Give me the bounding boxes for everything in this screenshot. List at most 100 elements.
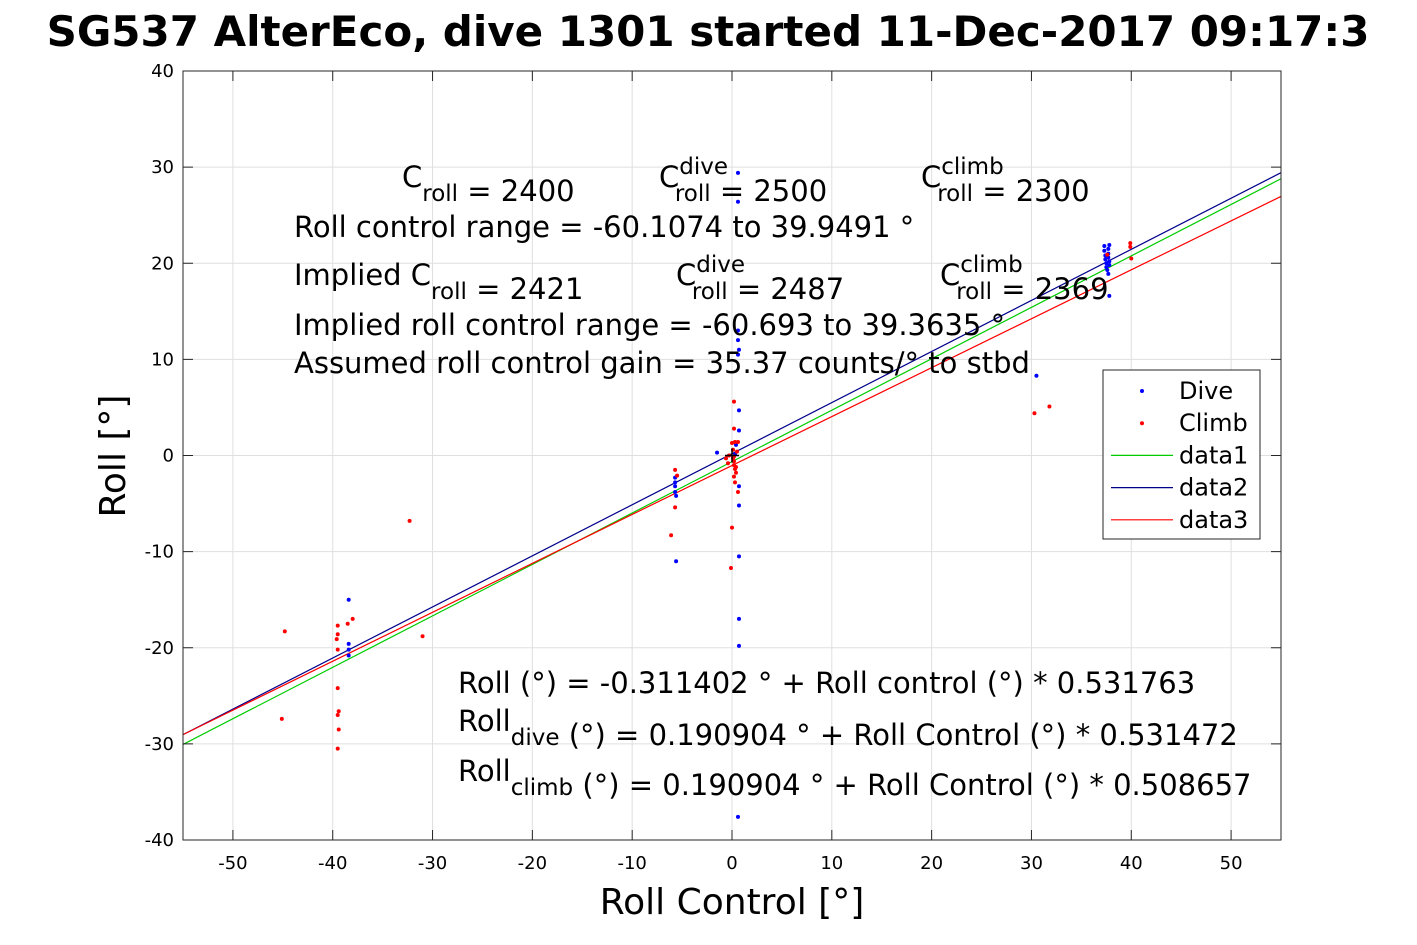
data-point-climb: [673, 505, 678, 510]
data-point-dive: [736, 428, 741, 433]
data-point-dive: [346, 653, 351, 658]
data-point-climb: [734, 449, 739, 454]
data-point-dive: [735, 352, 740, 357]
x-tick-label: 0: [726, 853, 737, 874]
annotation-text: Croll = 2400: [402, 160, 575, 208]
data-point-dive: [1106, 271, 1111, 276]
annotation-run: = 2369: [992, 272, 1109, 306]
data-point-dive: [1107, 259, 1112, 264]
data-point-climb: [730, 525, 734, 530]
legend-label: data3: [1179, 506, 1248, 534]
data-point-dive: [735, 328, 740, 333]
data-point-dive: [1107, 242, 1112, 247]
data-point-dive: [736, 503, 741, 508]
x-tick-label: 20: [920, 853, 943, 874]
annotation-run: (°) = 0.190904 ° + Roll Control (°) * 0.…: [559, 718, 1237, 752]
data-point-dive: [1105, 267, 1110, 272]
x-axis-label: Roll Control [°]: [600, 882, 865, 923]
data-point-climb: [732, 480, 737, 485]
x-tick-label: 40: [1120, 853, 1143, 874]
data-point-climb: [732, 440, 737, 445]
data-point-climb: [669, 533, 674, 538]
y-tick-label: 0: [163, 446, 174, 467]
y-tick-label: 20: [151, 253, 174, 274]
data-point-climb: [335, 647, 340, 652]
data-point-climb: [336, 709, 341, 714]
data-point-climb: [733, 465, 738, 470]
data-point-climb: [733, 470, 738, 475]
data-point-dive: [736, 554, 741, 559]
data-point-climb: [407, 518, 412, 523]
annotation-run: Implied roll control range = -60.693 to …: [294, 308, 1005, 342]
annotation-text: Cdive roll = 2487: [676, 252, 844, 306]
data-point-dive: [673, 490, 678, 495]
data-point-climb: [673, 467, 678, 472]
annotation-subscript: dive: [511, 725, 560, 751]
data-point-dive: [1102, 243, 1107, 248]
annotation-superscript: dive: [696, 252, 745, 278]
y-tick-label: 40: [151, 61, 174, 82]
annotation-text: Implied roll control range = -60.693 to …: [294, 308, 1005, 342]
x-tick-label: 50: [1220, 853, 1243, 874]
annotation-run: Roll (°) = -0.311402 ° + Roll control (°…: [458, 666, 1195, 700]
data-point-climb: [1129, 256, 1134, 261]
data-point-climb: [1128, 241, 1133, 246]
data-point-climb: [335, 746, 340, 751]
annotation-subscript: roll: [422, 181, 458, 207]
data-point-climb: [334, 637, 339, 642]
annotation-superscript: climb: [960, 252, 1022, 278]
data-point-dive: [1106, 246, 1111, 251]
series-layer: [183, 170, 1281, 819]
annotation-run: = 2500: [711, 174, 828, 208]
data-point-dive: [735, 814, 740, 819]
data-point-climb: [1032, 411, 1037, 416]
data-point-climb: [726, 461, 731, 466]
data-point-dive: [346, 647, 351, 652]
annotation-text: Roll control range = -60.1074 to 39.9491…: [294, 210, 914, 244]
annotation-text: Cclimb roll = 2300: [921, 154, 1090, 208]
annotation-run: = 2400: [458, 174, 575, 208]
data-point-dive: [1034, 373, 1039, 378]
legend-label: data2: [1179, 474, 1248, 502]
chart-title: SG537 AlterEco, dive 1301 started 11-Dec…: [47, 7, 1370, 56]
data-point-climb: [345, 621, 350, 626]
data-point-climb: [729, 565, 734, 570]
data-point-dive: [1107, 293, 1112, 298]
y-tick-label: 10: [151, 349, 174, 370]
data-point-climb: [335, 686, 340, 691]
annotation-subscript: roll: [956, 279, 992, 305]
annotation-subscript: roll: [675, 181, 711, 207]
annotation-superscript: dive: [679, 154, 728, 180]
x-tick-label: -20: [518, 853, 547, 874]
legend-marker-dive: [1140, 389, 1144, 393]
data-point-dive: [1102, 248, 1107, 253]
x-tick-label: -10: [617, 853, 646, 874]
data-point-dive: [674, 559, 679, 564]
x-tick-labels: -50 -40 -30 -20 -10 0 10 20 30 40 50: [218, 853, 1242, 874]
annotation-run: Roll: [458, 704, 511, 738]
series-line-data3: [183, 195, 1281, 736]
annotation-subscript: roll: [692, 279, 728, 305]
data-point-climb: [279, 716, 284, 721]
annotation-text: Roll (°) = -0.311402 ° + Roll control (°…: [458, 666, 1195, 700]
data-point-climb: [335, 713, 340, 718]
legend-label: Dive: [1179, 377, 1233, 405]
data-point-dive: [1107, 263, 1112, 268]
y-tick-label: -40: [145, 830, 174, 851]
annotation-run: C: [676, 258, 696, 292]
annotation-superscript: climb: [941, 154, 1003, 180]
x-tick-label: -30: [418, 853, 447, 874]
annotation-subscript: roll: [431, 279, 467, 305]
annotation-text: Rolldive (°) = 0.190904 ° + Roll Control…: [458, 704, 1238, 752]
series-clip-group: [183, 170, 1281, 819]
data-point-climb: [350, 616, 355, 621]
data-point-dive: [736, 616, 741, 621]
data-point-climb: [724, 456, 729, 461]
data-point-dive: [1103, 257, 1108, 262]
annotation-text: Rollclimb (°) = 0.190904 ° + Roll Contro…: [458, 754, 1251, 802]
y-tick-labels: -40 -30 -20 -10 0 10 20 30 40: [145, 61, 174, 851]
annotation-run: = 2487: [728, 272, 845, 306]
legend-label: data1: [1179, 441, 1248, 469]
data-point-dive: [673, 480, 678, 485]
data-point-climb: [282, 629, 287, 634]
